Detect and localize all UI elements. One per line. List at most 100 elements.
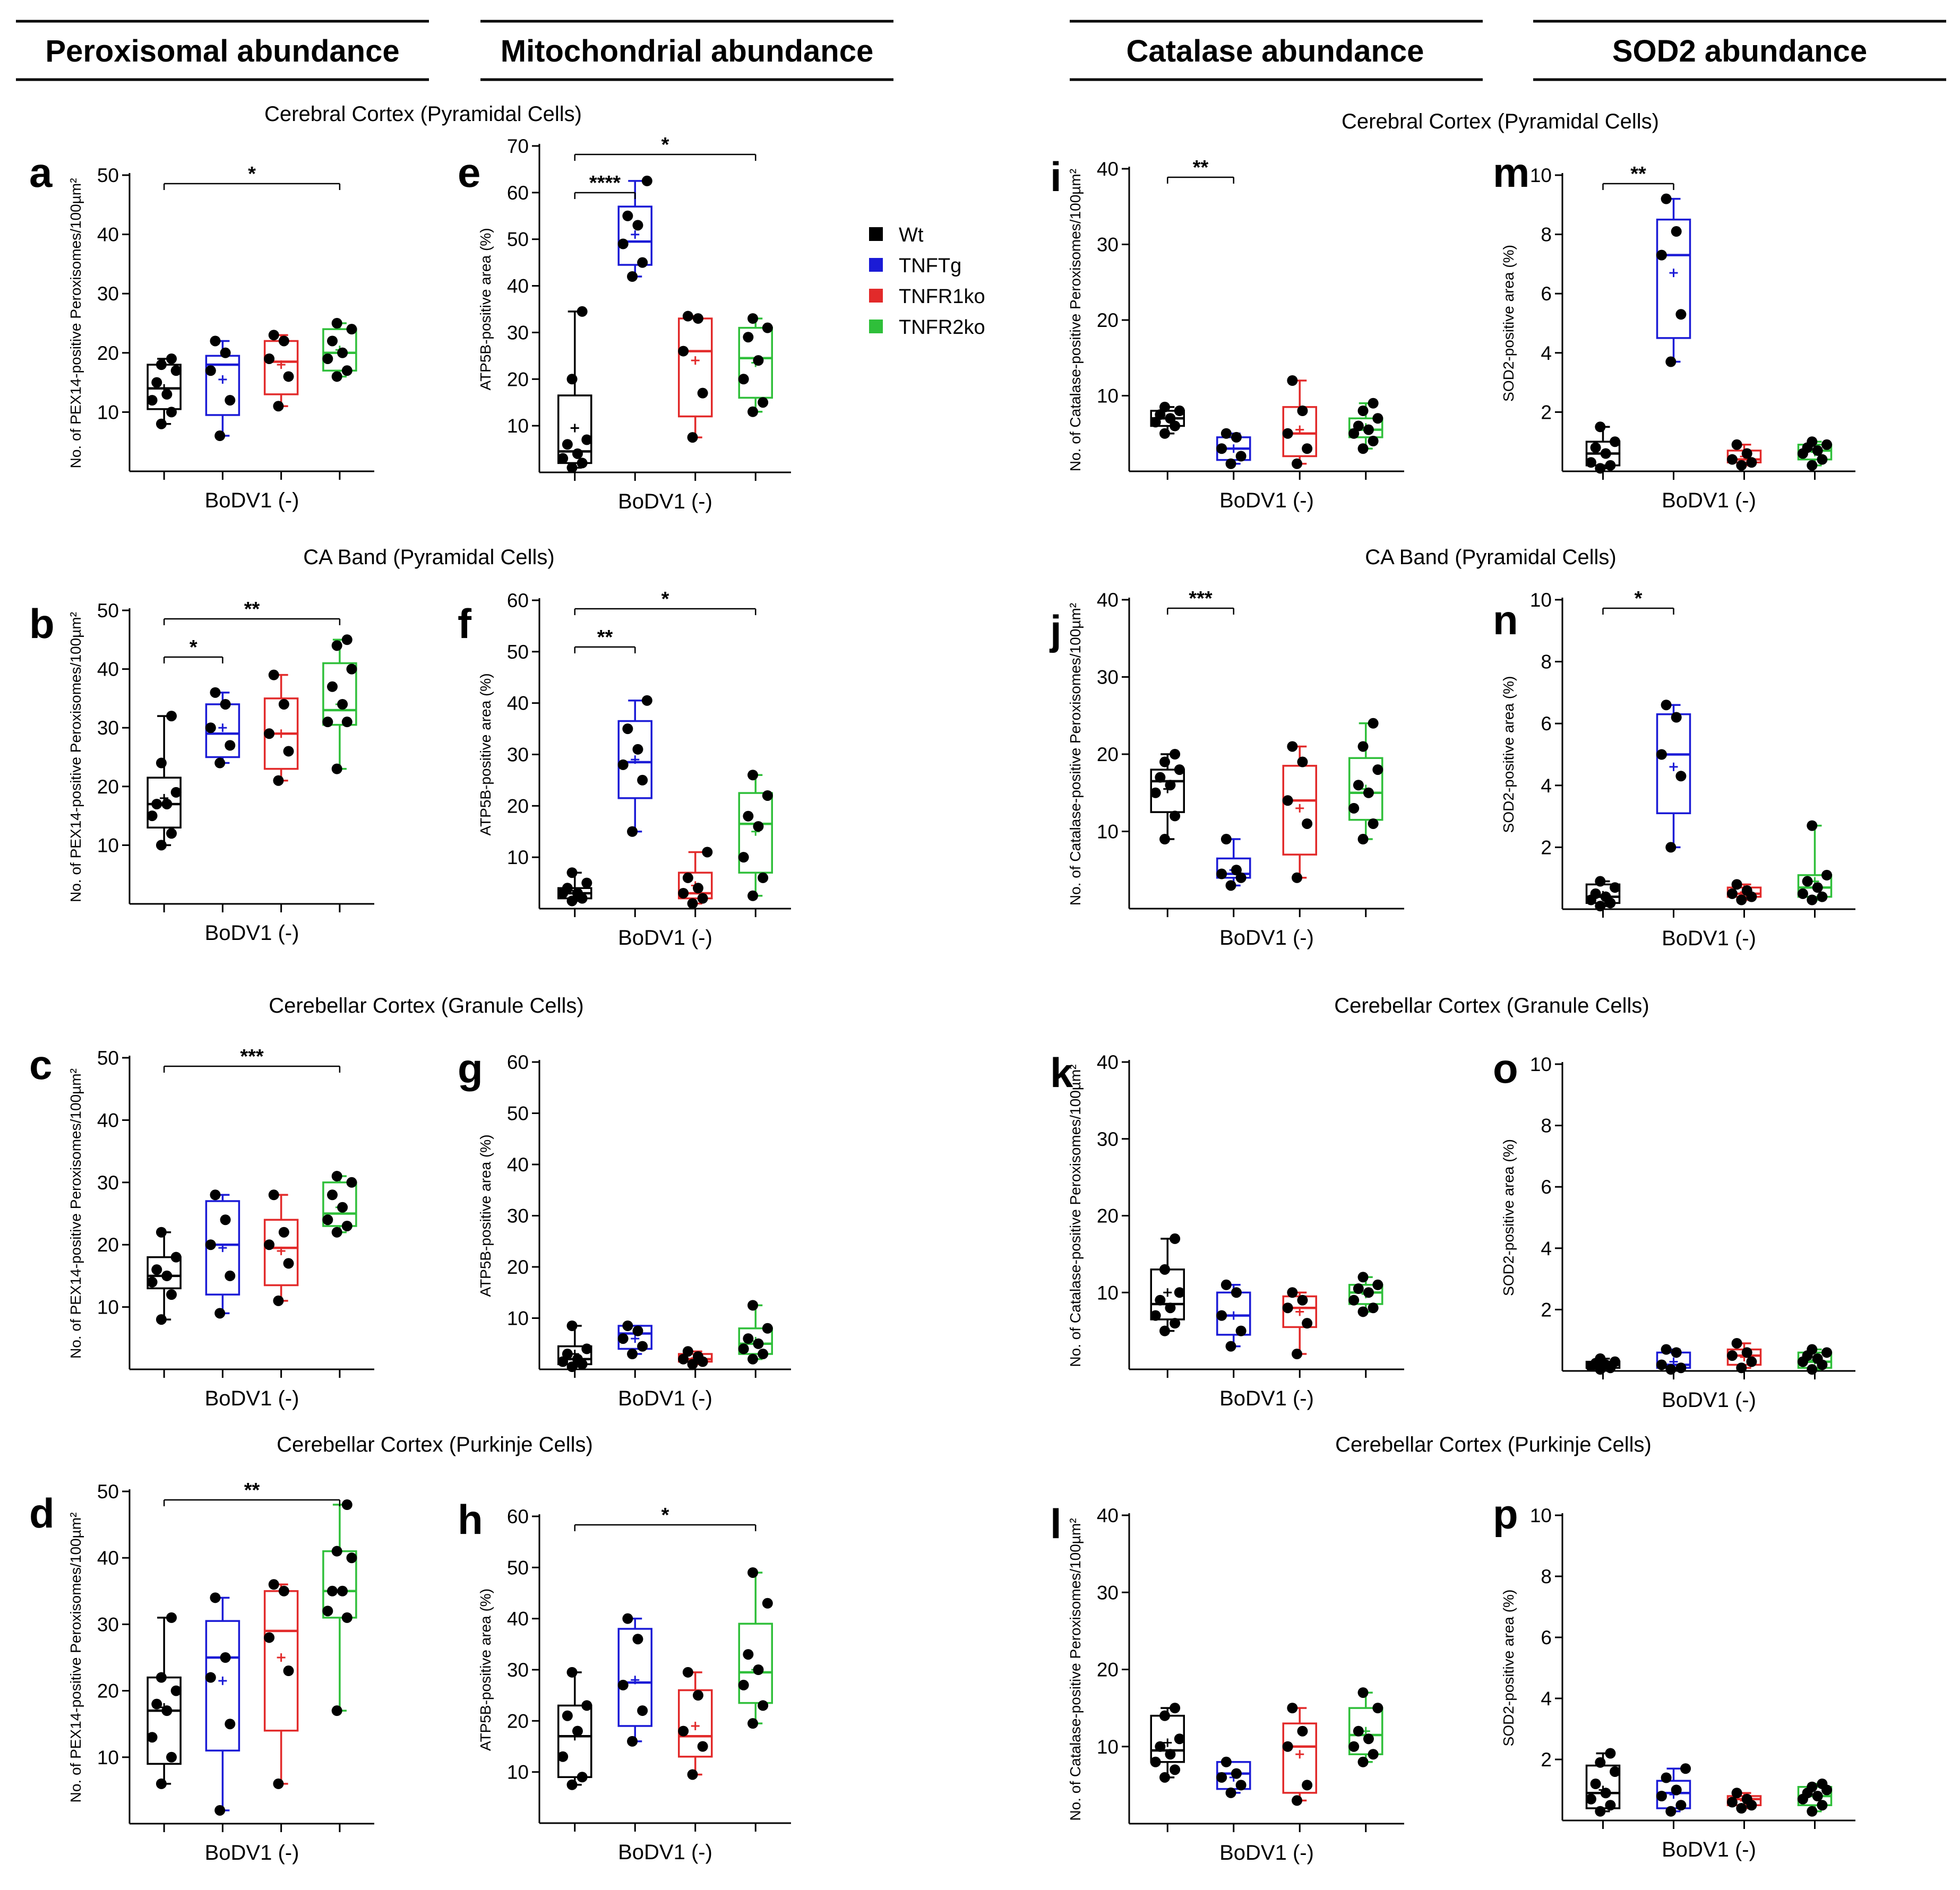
legend-label-tnfr2ko: TNFR2ko xyxy=(899,316,985,339)
significance-label: *** xyxy=(240,1046,264,1068)
y-tick-label: 40 xyxy=(1097,589,1119,611)
data-point xyxy=(1600,448,1611,459)
box-tnfr1ko xyxy=(263,1579,299,1789)
data-point xyxy=(341,717,353,728)
x-axis-label: BoDV1 (-) xyxy=(205,1387,299,1410)
x-axis-label: BoDV1 (-) xyxy=(1662,489,1756,512)
panel-letter: b xyxy=(29,600,55,647)
data-point xyxy=(1807,436,1818,447)
column-title-catalase: Catalase abundance xyxy=(1127,34,1424,68)
data-point xyxy=(166,828,177,839)
significance-label: ** xyxy=(597,626,613,649)
panel-letter: d xyxy=(29,1490,55,1537)
data-point xyxy=(264,1632,275,1643)
box-tnftg xyxy=(1656,1344,1691,1375)
data-point xyxy=(1746,1356,1757,1367)
data-point xyxy=(337,1202,348,1213)
significance-label: ** xyxy=(244,1479,260,1501)
data-point xyxy=(346,663,357,675)
data-point xyxy=(1170,1233,1181,1244)
data-point xyxy=(622,210,633,221)
data-point xyxy=(210,1592,221,1603)
box-wt xyxy=(147,353,182,429)
box-tnfr1ko xyxy=(1726,879,1762,905)
data-point xyxy=(214,757,226,769)
data-point xyxy=(1297,405,1308,416)
data-point xyxy=(346,1177,357,1188)
data-point xyxy=(1605,460,1616,471)
y-tick-label: 40 xyxy=(1097,158,1119,180)
y-tick-label: 40 xyxy=(507,275,529,297)
data-point xyxy=(156,1314,167,1325)
y-tick-label: 6 xyxy=(1541,713,1552,735)
data-point xyxy=(1812,1791,1823,1801)
y-axis-label: No. of PEX14-positive Peroxisomes/100µm² xyxy=(67,178,84,469)
data-point xyxy=(1225,880,1236,891)
y-tick-label: 10 xyxy=(1097,385,1119,407)
data-point xyxy=(577,306,588,317)
y-tick-label: 50 xyxy=(97,1481,119,1503)
box-tnftg xyxy=(617,175,652,282)
data-point xyxy=(1736,1803,1747,1814)
data-point xyxy=(581,1343,592,1354)
data-point xyxy=(753,821,764,832)
significance-label: * xyxy=(1635,588,1643,610)
data-point xyxy=(273,1778,284,1789)
y-tick-label: 6 xyxy=(1541,283,1552,305)
y-tick-label: 50 xyxy=(507,1557,529,1578)
box-tnftg xyxy=(1656,700,1691,853)
data-point xyxy=(220,1214,231,1226)
data-point xyxy=(1675,1800,1687,1811)
y-tick-label: 30 xyxy=(1097,667,1119,688)
box-wt xyxy=(1585,1353,1621,1375)
data-point xyxy=(1368,398,1379,409)
box-tnfr2ko xyxy=(1348,398,1383,454)
y-tick-label: 10 xyxy=(1530,589,1552,611)
y-tick-label: 10 xyxy=(97,834,119,856)
data-point xyxy=(1216,1772,1227,1783)
data-point xyxy=(1368,718,1379,729)
data-point xyxy=(702,847,713,858)
y-tick-label: 8 xyxy=(1541,1566,1552,1587)
data-point xyxy=(220,1652,231,1663)
box-tnfr1ko xyxy=(678,847,713,909)
data-point xyxy=(322,353,333,364)
data-point xyxy=(170,787,182,798)
data-point xyxy=(1680,1763,1691,1774)
data-point xyxy=(1661,193,1672,204)
y-tick-label: 20 xyxy=(97,342,119,364)
data-point xyxy=(738,374,749,385)
column-title-mitochondrial: Mitochondrial abundance xyxy=(501,34,874,68)
panel-f: f 10 20 30 40 50 60 BoDV1 (-) ATP5B-positive are… xyxy=(458,588,791,950)
data-point xyxy=(682,1346,693,1357)
significance-label: ** xyxy=(1630,163,1646,185)
significance-label: * xyxy=(661,1504,669,1526)
data-point xyxy=(220,698,231,710)
data-point xyxy=(337,1585,348,1596)
data-point xyxy=(331,1546,342,1557)
significance-bracket: * xyxy=(574,1504,757,1531)
data-point xyxy=(1741,885,1752,896)
data-point xyxy=(283,1258,294,1269)
data-point xyxy=(747,1300,759,1311)
box-iqr xyxy=(322,1181,357,1227)
data-point xyxy=(1231,865,1242,876)
data-point xyxy=(1807,820,1818,831)
y-axis-label: No. of Catalase-positive Peroxisomes/100… xyxy=(1067,1518,1084,1820)
data-point xyxy=(572,887,583,899)
data-point xyxy=(151,377,162,388)
data-point xyxy=(1600,891,1611,902)
data-point xyxy=(1726,1350,1738,1361)
data-point xyxy=(682,1667,693,1678)
box-tnftg xyxy=(1216,834,1251,891)
panel-d: d 10 20 30 40 50 BoDV1 (-) No. of PEX14-positiv… xyxy=(29,1479,374,1865)
row-titles: Cerebral Cortex (Pyramidal Cells) Cerebr… xyxy=(264,102,1659,1456)
data-point xyxy=(1807,1344,1818,1355)
data-point xyxy=(678,346,689,357)
data-point xyxy=(1225,1787,1236,1798)
data-point xyxy=(641,695,652,706)
x-axis-label: BoDV1 (-) xyxy=(1662,927,1756,950)
data-point xyxy=(627,1736,638,1747)
data-point xyxy=(692,1690,703,1701)
legend-swatch-tnfr1ko xyxy=(869,289,883,303)
